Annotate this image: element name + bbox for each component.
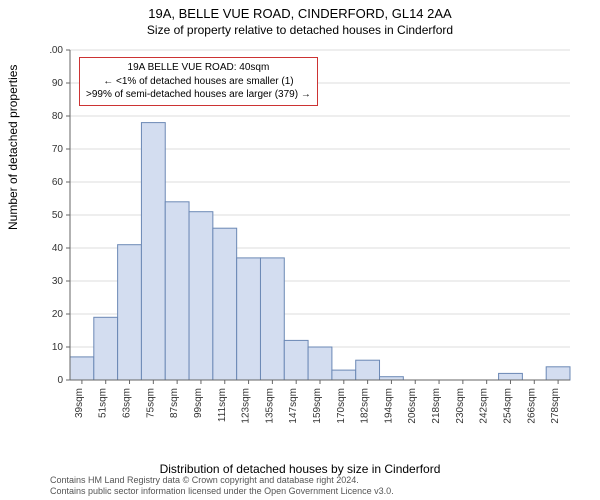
annotation-line2: ← <1% of detached houses are smaller (1) (86, 75, 311, 89)
chart-footer: Contains HM Land Registry data © Crown c… (50, 475, 394, 498)
svg-text:194sqm: 194sqm (383, 388, 394, 424)
footer-line2: Contains public sector information licen… (50, 486, 394, 498)
svg-text:63sqm: 63sqm (122, 388, 133, 418)
svg-text:87sqm: 87sqm (169, 388, 180, 418)
svg-text:40: 40 (52, 243, 64, 254)
svg-text:159sqm: 159sqm (312, 388, 323, 424)
svg-text:135sqm: 135sqm (264, 388, 275, 424)
annotation-line3: >99% of semi-detached houses are larger … (86, 88, 311, 102)
svg-text:170sqm: 170sqm (336, 388, 347, 424)
svg-text:50: 50 (52, 210, 64, 221)
svg-text:30: 30 (52, 276, 64, 287)
svg-text:182sqm: 182sqm (360, 388, 371, 424)
svg-text:147sqm: 147sqm (288, 388, 299, 424)
svg-text:111sqm: 111sqm (217, 388, 228, 422)
svg-text:75sqm: 75sqm (145, 388, 156, 418)
svg-text:0: 0 (57, 375, 63, 386)
svg-text:230sqm: 230sqm (455, 388, 466, 424)
svg-text:242sqm: 242sqm (479, 388, 490, 424)
svg-text:90: 90 (52, 78, 64, 89)
footer-line1: Contains HM Land Registry data © Crown c… (50, 475, 394, 487)
svg-text:254sqm: 254sqm (502, 388, 513, 424)
annotation-box: 19A BELLE VUE ROAD: 40sqm ← <1% of detac… (79, 57, 318, 106)
svg-text:123sqm: 123sqm (241, 388, 252, 424)
svg-text:10: 10 (52, 342, 64, 353)
svg-text:39sqm: 39sqm (74, 388, 85, 418)
chart-title-address: 19A, BELLE VUE ROAD, CINDERFORD, GL14 2A… (0, 6, 600, 21)
svg-text:206sqm: 206sqm (407, 388, 418, 424)
svg-text:60: 60 (52, 177, 64, 188)
y-axis-label: Number of detached properties (6, 65, 20, 230)
svg-text:99sqm: 99sqm (193, 388, 204, 418)
svg-text:70: 70 (52, 144, 64, 155)
chart-header: 19A, BELLE VUE ROAD, CINDERFORD, GL14 2A… (0, 0, 600, 37)
svg-text:51sqm: 51sqm (98, 388, 109, 418)
svg-text:80: 80 (52, 111, 64, 122)
svg-text:100: 100 (50, 45, 63, 56)
svg-text:20: 20 (52, 309, 64, 320)
svg-text:266sqm: 266sqm (526, 388, 537, 424)
chart-title-subtitle: Size of property relative to detached ho… (0, 23, 600, 37)
svg-text:218sqm: 218sqm (431, 388, 442, 424)
annotation-line1: 19A BELLE VUE ROAD: 40sqm (86, 61, 311, 75)
svg-text:278sqm: 278sqm (550, 388, 561, 424)
